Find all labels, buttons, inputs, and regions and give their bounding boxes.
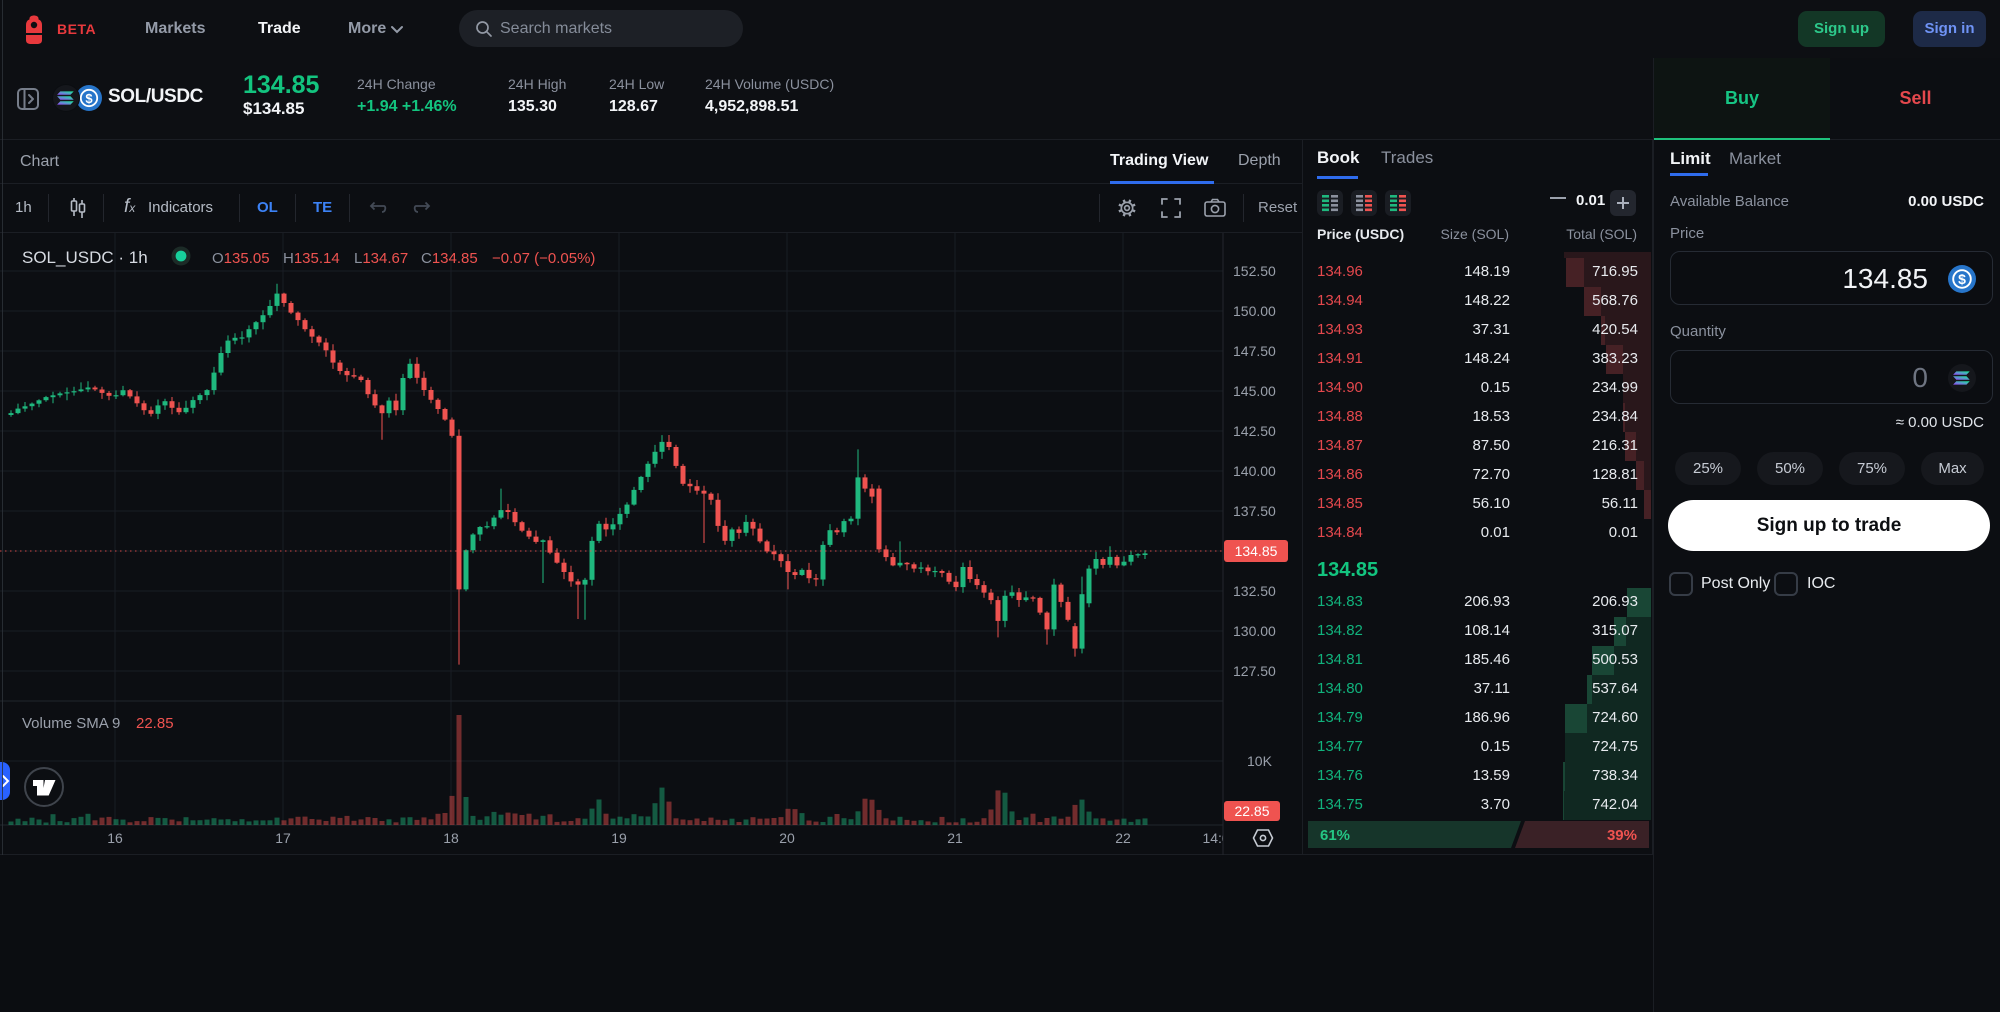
svg-text:152.50: 152.50 <box>1233 263 1276 279</box>
svg-text:145.00: 145.00 <box>1233 383 1276 399</box>
svg-text:132.50: 132.50 <box>1233 583 1276 599</box>
svg-text:127.50: 127.50 <box>1233 663 1276 679</box>
svg-text:19: 19 <box>611 830 627 846</box>
svg-text:10K: 10K <box>1247 753 1273 769</box>
svg-text:130.00: 130.00 <box>1233 623 1276 639</box>
svg-text:137.50: 137.50 <box>1233 503 1276 519</box>
svg-text:18: 18 <box>443 830 459 846</box>
svg-text:$: $ <box>1958 271 1966 287</box>
svg-text:22: 22 <box>1115 830 1131 846</box>
svg-text:SOL_USDC · 1h: SOL_USDC · 1h <box>22 248 148 267</box>
svg-text:147.50: 147.50 <box>1233 343 1276 359</box>
svg-text:22.85: 22.85 <box>1234 803 1269 819</box>
svg-text:39%: 39% <box>1607 827 1637 844</box>
svg-text:14:00: 14:00 <box>1202 830 1237 846</box>
svg-text:134.85: 134.85 <box>1235 543 1278 559</box>
svg-text:21: 21 <box>947 830 963 846</box>
svg-text:61%: 61% <box>1320 827 1350 844</box>
svg-text:16: 16 <box>107 830 123 846</box>
svg-text:22.85: 22.85 <box>136 715 174 732</box>
svg-text:17: 17 <box>275 830 291 846</box>
svg-text:140.00: 140.00 <box>1233 463 1276 479</box>
svg-text:$: $ <box>85 91 93 106</box>
svg-text:142.50: 142.50 <box>1233 423 1276 439</box>
svg-text:20: 20 <box>779 830 795 846</box>
svg-text:Volume SMA 9: Volume SMA 9 <box>22 715 120 732</box>
svg-text:150.00: 150.00 <box>1233 303 1276 319</box>
